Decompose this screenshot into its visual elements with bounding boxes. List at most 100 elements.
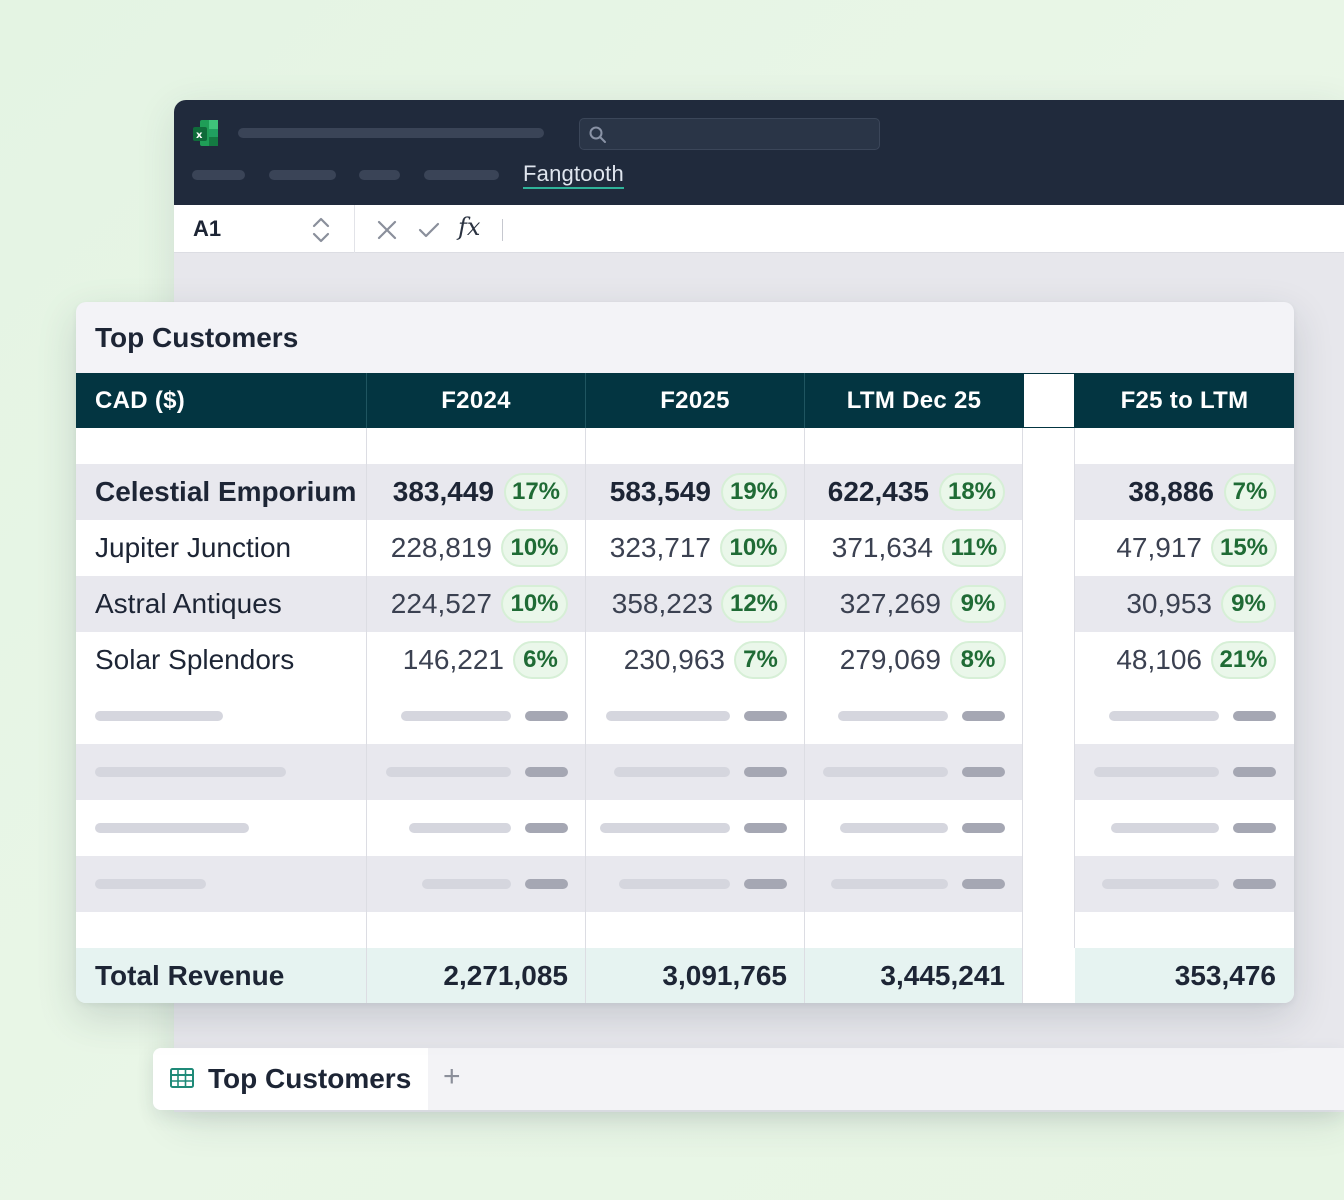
- percent-badge: 18%: [939, 473, 1005, 511]
- value-cell: 583,549: [609, 476, 711, 507]
- formula-input[interactable]: [502, 219, 503, 241]
- title-bar: x Fangtooth: [174, 100, 1344, 205]
- placeholder-value: [840, 823, 948, 833]
- placeholder-badge: [744, 823, 787, 833]
- placeholder-badge: [1233, 711, 1276, 721]
- table-row[interactable]: [76, 520, 1294, 576]
- placeholder-value: [823, 767, 948, 777]
- placeholder-label: [95, 879, 206, 889]
- customer-name: Solar Splendors: [95, 644, 295, 675]
- percent-badge: 21%: [1211, 641, 1276, 679]
- column-header-f2024[interactable]: F2024: [367, 373, 585, 428]
- value-cell: 48,106: [1116, 644, 1202, 675]
- placeholder-badge: [1233, 879, 1276, 889]
- menu-item-placeholder[interactable]: [359, 170, 400, 180]
- menu-item-placeholder[interactable]: [424, 170, 499, 180]
- column-header-ltm[interactable]: LTM Dec 25: [805, 373, 1023, 428]
- column-divider: [1022, 428, 1023, 1003]
- column-header-f25-to-ltm[interactable]: F25 to LTM: [1075, 373, 1294, 428]
- spreadsheet-app-icon: x: [193, 120, 218, 146]
- sheet-tab-top-customers[interactable]: Top Customers: [153, 1048, 428, 1110]
- value-cell: 38,886: [1128, 476, 1214, 507]
- percent-badge: 12%: [721, 585, 787, 623]
- placeholder-value: [606, 711, 730, 721]
- confirm-icon[interactable]: [416, 217, 442, 243]
- placeholder-value: [838, 711, 948, 721]
- search-input[interactable]: [579, 118, 880, 150]
- percent-badge: 19%: [721, 473, 787, 511]
- cancel-icon[interactable]: [374, 217, 400, 243]
- percent-badge: 9%: [1221, 585, 1276, 623]
- placeholder-value: [614, 767, 730, 777]
- column-header-f2025[interactable]: F2025: [586, 373, 804, 428]
- value-cell: 279,069: [839, 644, 941, 675]
- ribbon-tab-fangtooth[interactable]: Fangtooth: [523, 161, 624, 189]
- placeholder-value: [619, 879, 730, 889]
- value-cell: 228,819: [390, 532, 492, 563]
- column-header-spacer: [1023, 373, 1075, 428]
- customer-name: Jupiter Junction: [95, 532, 292, 563]
- total-value-f2024: 2,271,085: [443, 960, 568, 991]
- placeholder-value: [600, 823, 730, 833]
- placeholder-badge: [525, 767, 568, 777]
- sheet-tab-label: Top Customers: [208, 1063, 412, 1094]
- table-row[interactable]: [76, 632, 1294, 688]
- header-divider: [804, 373, 805, 428]
- table-row[interactable]: [76, 464, 1294, 520]
- value-cell: 47,917: [1116, 532, 1202, 563]
- placeholder-badge: [744, 879, 787, 889]
- percent-badge: 10%: [720, 529, 787, 567]
- total-revenue-row[interactable]: [76, 948, 1294, 1003]
- placeholder-label: [95, 767, 286, 777]
- column-divider: [804, 428, 805, 1003]
- value-cell: 371,634: [831, 532, 933, 563]
- placeholder-badge: [962, 767, 1005, 777]
- formula-bar-divider: [354, 205, 355, 253]
- value-cell: 358,223: [611, 588, 713, 619]
- column-divider: [1074, 428, 1075, 1003]
- name-box[interactable]: A1: [193, 216, 222, 241]
- value-cell: 224,527: [390, 588, 492, 619]
- placeholder-value: [422, 879, 511, 889]
- sheet-tab-bar: Top Customers +: [153, 1048, 1344, 1110]
- formula-bar: A1 fx: [174, 205, 1344, 253]
- menu-item-placeholder[interactable]: [192, 170, 245, 180]
- table-row-blank[interactable]: [76, 428, 1294, 464]
- column-divider: [585, 428, 586, 1003]
- column-header-currency[interactable]: CAD ($): [76, 373, 367, 428]
- table-icon: [170, 1068, 194, 1088]
- add-sheet-button[interactable]: +: [443, 1060, 461, 1093]
- placeholder-badge: [525, 711, 568, 721]
- placeholder-label: [95, 823, 249, 833]
- function-icon[interactable]: fx: [458, 213, 481, 241]
- placeholder-badge: [1233, 823, 1276, 833]
- top-customers-card: Top Customers CAD ($) F2024 F2025 LTM De…: [76, 302, 1294, 1003]
- menu-item-placeholder[interactable]: [269, 170, 336, 180]
- total-value-f25-to-ltm: 353,476: [1174, 960, 1276, 991]
- table-row-blank[interactable]: [76, 912, 1294, 948]
- percent-badge: 6%: [513, 641, 568, 679]
- value-cell: 383,449: [392, 476, 494, 507]
- table-row[interactable]: [76, 576, 1294, 632]
- value-cell: 30,953: [1126, 588, 1212, 619]
- placeholder-value: [1094, 767, 1219, 777]
- placeholder-value: [1111, 823, 1219, 833]
- document-title-placeholder: [238, 128, 544, 138]
- value-cell: 230,963: [623, 644, 725, 675]
- placeholder-badge: [962, 711, 1005, 721]
- placeholder-value: [831, 879, 948, 889]
- value-cell: 323,717: [609, 532, 711, 563]
- placeholder-value: [1102, 879, 1219, 889]
- percent-badge: 11%: [942, 529, 1006, 567]
- percent-badge: 17%: [504, 473, 568, 511]
- placeholder-badge: [525, 879, 568, 889]
- chevron-up-down-icon[interactable]: [310, 215, 332, 245]
- header-divider: [366, 373, 367, 428]
- placeholder-badge: [525, 823, 568, 833]
- customer-name: Celestial Emporium: [95, 476, 357, 507]
- card-title: Top Customers: [95, 322, 299, 353]
- percent-badge: 15%: [1211, 529, 1277, 567]
- total-spacer-cell: [1023, 948, 1075, 1003]
- search-icon: [589, 126, 606, 143]
- placeholder-badge: [1233, 767, 1276, 777]
